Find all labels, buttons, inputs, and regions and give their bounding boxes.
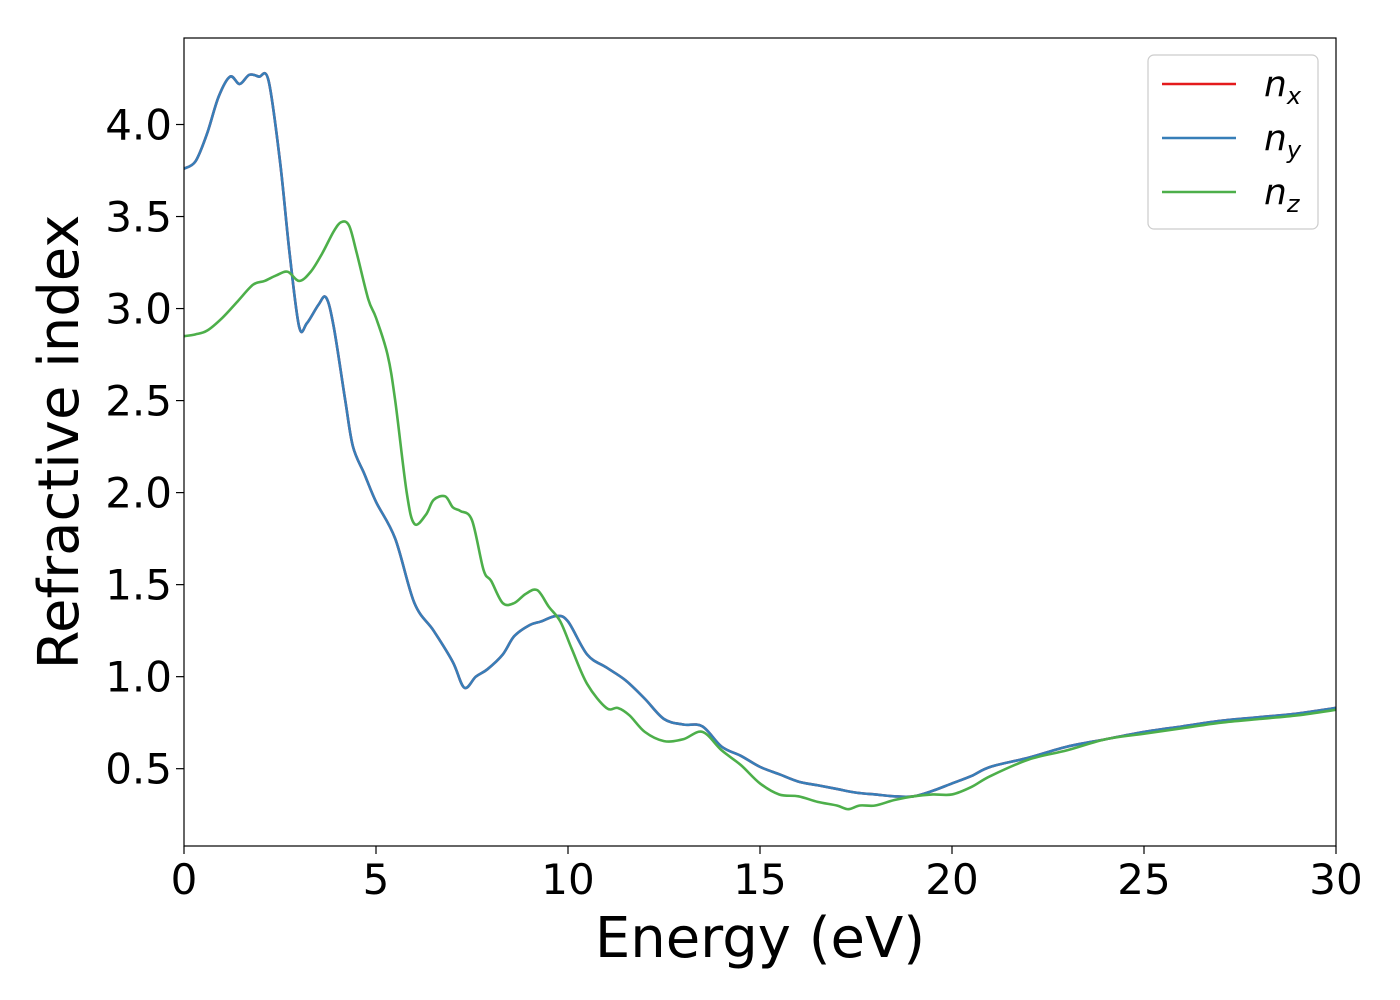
x-tick-label: 0 bbox=[171, 855, 198, 904]
x-tick-label: 25 bbox=[1117, 855, 1170, 904]
legend-label-base: n bbox=[1264, 118, 1287, 159]
y-tick-label: 3.0 bbox=[105, 285, 172, 334]
legend-label-ny: ny bbox=[1264, 118, 1302, 164]
x-tick-label: 15 bbox=[733, 855, 786, 904]
legend-label-subscript: x bbox=[1286, 82, 1302, 110]
x-axis-label: Energy (eV) bbox=[595, 906, 925, 971]
legend-label-subscript: z bbox=[1286, 190, 1301, 218]
legend-label-base: n bbox=[1264, 172, 1287, 213]
x-tick-label: 20 bbox=[925, 855, 978, 904]
y-tick-label: 0.5 bbox=[105, 745, 172, 794]
series-layer bbox=[184, 71, 1336, 811]
y-axis-ticks: 0.5 1.0 1.5 2.0 2.5 3.0 3.5 4.0 bbox=[105, 101, 184, 794]
x-tick-label: 5 bbox=[363, 855, 390, 904]
y-tick-label: 2.5 bbox=[105, 377, 172, 426]
x-axis-ticks: 0 5 10 15 20 25 30 bbox=[171, 846, 1363, 904]
y-axis-label: Refractive index bbox=[27, 215, 92, 670]
legend-box bbox=[1147, 54, 1319, 230]
y-tick-label: 1.5 bbox=[105, 561, 172, 610]
legend-label-base: n bbox=[1264, 64, 1287, 105]
x-tick-label: 30 bbox=[1309, 855, 1362, 904]
plot-background bbox=[184, 38, 1336, 846]
y-tick-label: 4.0 bbox=[105, 101, 172, 150]
legend-label-subscript: y bbox=[1286, 136, 1302, 164]
y-tick-label: 1.0 bbox=[105, 653, 172, 702]
legend-label-nz: nz bbox=[1264, 172, 1301, 218]
y-tick-label: 2.0 bbox=[105, 469, 172, 518]
y-tick-label: 3.5 bbox=[105, 193, 172, 242]
x-tick-label: 10 bbox=[541, 855, 594, 904]
series-line-nz bbox=[184, 220, 1336, 811]
legend-label-nx: nx bbox=[1264, 64, 1302, 110]
